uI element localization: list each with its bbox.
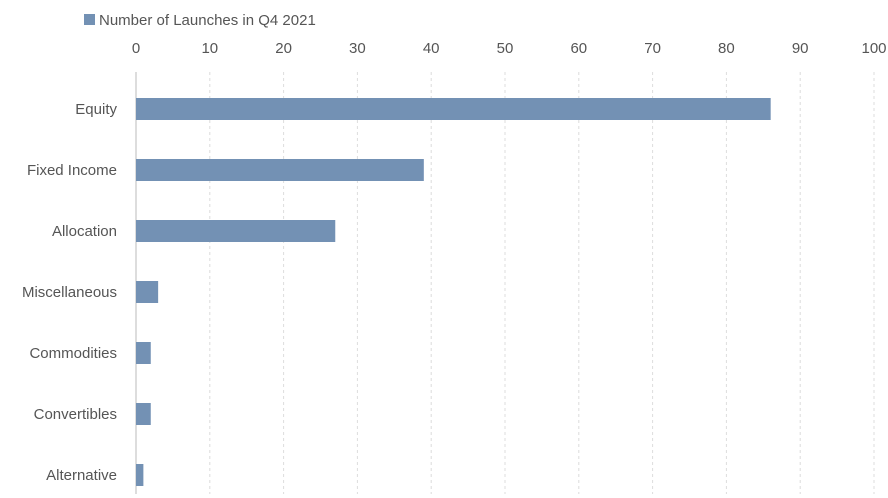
x-tick-label: 60 <box>570 40 587 57</box>
bar <box>136 342 151 364</box>
bar <box>136 464 144 486</box>
x-tick-label: 0 <box>132 40 140 57</box>
x-tick-label: 70 <box>644 40 661 57</box>
category-label: Allocation <box>52 223 117 240</box>
legend: Number of Launches in Q4 2021 <box>84 12 316 29</box>
bar <box>136 403 151 425</box>
x-tick-label: 80 <box>718 40 735 57</box>
x-tick-label: 50 <box>497 40 514 57</box>
category-label: Fixed Income <box>27 162 117 179</box>
category-label: Convertibles <box>34 406 117 423</box>
bar <box>136 220 336 242</box>
category-label: Miscellaneous <box>22 284 117 301</box>
bar <box>136 281 159 303</box>
x-tick-label: 90 <box>792 40 809 57</box>
category-label: Equity <box>75 101 117 118</box>
category-label: Alternative <box>46 467 117 484</box>
x-tick-label: 20 <box>275 40 292 57</box>
category-label: Commodities <box>29 345 117 362</box>
x-tick-label: 10 <box>201 40 218 57</box>
gridlines <box>209 72 875 494</box>
x-tick-label: 30 <box>349 40 366 57</box>
bar <box>136 159 424 181</box>
legend-swatch <box>84 14 95 25</box>
bars <box>136 98 771 486</box>
x-tick-label: 100 <box>861 40 886 57</box>
x-axis-ticks: 0 10 20 30 40 50 60 70 80 90 100 <box>132 40 887 57</box>
category-labels: Equity Fixed Income Allocation Miscellaneou… <box>22 101 118 484</box>
bar <box>136 98 771 120</box>
x-tick-label: 40 <box>423 40 440 57</box>
legend-label: Number of Launches in Q4 2021 <box>99 12 316 29</box>
